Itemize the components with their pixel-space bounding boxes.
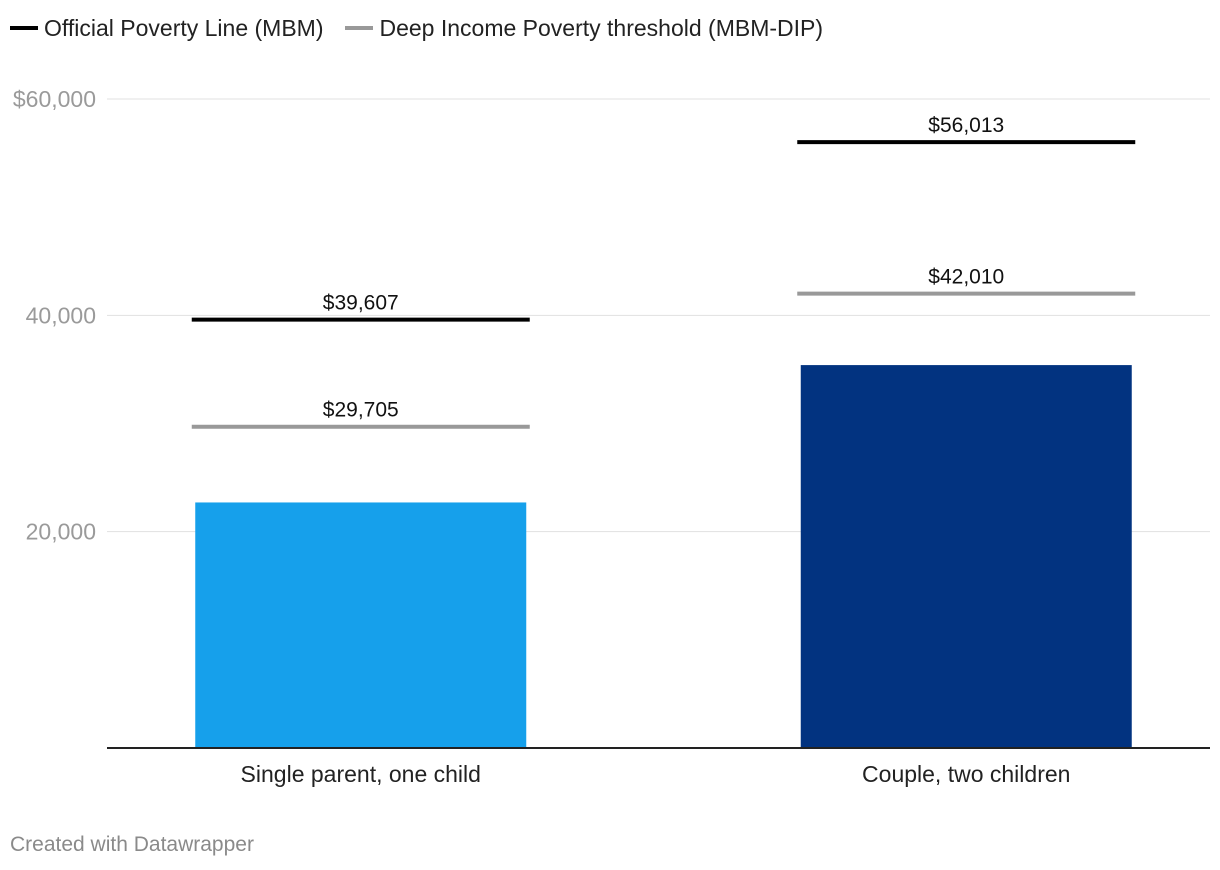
legend: Official Poverty Line (MBM) Deep Income … [10, 12, 823, 44]
legend-swatch-black [10, 26, 38, 30]
threshold-value-label: $42,010 [928, 266, 1004, 289]
bar-1 [195, 502, 527, 748]
threshold-value-label: $39,607 [323, 292, 399, 315]
y-tick-label: $60,000 [13, 86, 96, 112]
legend-label: Deep Income Poverty threshold (MBM-DIP) [379, 14, 824, 41]
y-tick-label: 40,000 [26, 302, 96, 328]
threshold-value-label: $56,013 [928, 114, 1004, 137]
legend-label: Official Poverty Line (MBM) [44, 14, 324, 41]
x-category-label: Single parent, one child [241, 761, 481, 787]
x-category-label: Couple, two children [862, 761, 1070, 787]
legend-item-official-poverty-line: Official Poverty Line (MBM) [10, 15, 323, 42]
threshold-value-label: $29,705 [323, 399, 399, 422]
y-tick-label: 20,000 [26, 519, 96, 545]
legend-swatch-grey [345, 26, 374, 30]
legend-item-deep-income-poverty: Deep Income Poverty threshold (MBM-DIP) [345, 15, 823, 42]
footer-credit: Created with Datawrapper [10, 833, 254, 856]
bar-2 [800, 365, 1132, 748]
